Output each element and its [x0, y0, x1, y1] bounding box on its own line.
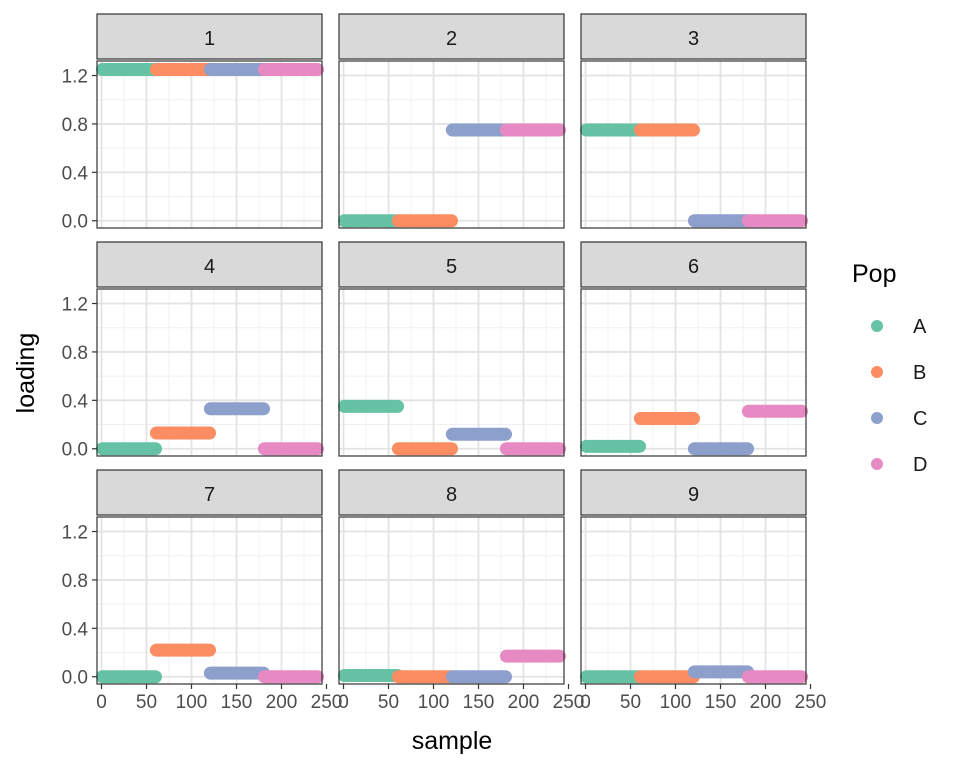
plot-background [339, 61, 564, 228]
panel-border [580, 516, 807, 685]
x-axis-label: sample [412, 727, 493, 755]
facet-strip-label: 7 [204, 484, 215, 506]
facet-strip [580, 469, 807, 516]
legend-label-C: C [913, 408, 927, 430]
y-tick-label: 0.4 [62, 391, 89, 412]
facet-panel-2: 2 [337, 13, 566, 229]
y-tick-label: 1.2 [62, 67, 88, 88]
y-tick-label: 0.0 [62, 668, 88, 689]
panel-border [96, 516, 323, 685]
panel-border [338, 516, 565, 685]
plot-background [581, 517, 806, 684]
gridlines [97, 61, 322, 228]
x-tick-label: 50 [136, 692, 157, 713]
y-tick-label: 0.4 [62, 619, 89, 640]
legend-key-D [871, 458, 883, 470]
facet-strip [580, 13, 807, 60]
panel-border [580, 60, 807, 229]
panel-border [338, 288, 565, 457]
x-tick-label: 150 [221, 692, 253, 713]
panel-border [96, 288, 323, 457]
facet-panel-4: 4 0.0 0.4 0.8 1.2 [62, 241, 324, 461]
x-tick-label: 250 [795, 692, 827, 713]
facet-strip [580, 241, 807, 288]
y-tick-label: 0.0 [62, 212, 88, 233]
facet-strip [96, 13, 323, 60]
facet-panel-7: 7 0.0 0.4 0.8 1.2 0 50 100 150 200 250 [62, 469, 343, 713]
y-tick-label: 1.2 [62, 523, 88, 544]
panel-border [338, 60, 565, 229]
x-tick-label: 0 [96, 692, 107, 713]
panel-border [96, 60, 323, 229]
legend-label-D: D [913, 454, 927, 476]
y-tick-label: 0.8 [62, 343, 88, 364]
x-tick-label: 200 [266, 692, 298, 713]
facet-strip-label: 4 [204, 256, 215, 278]
x-tick-label: 100 [418, 692, 450, 713]
gridlines [97, 517, 322, 684]
facet-strip [338, 241, 565, 288]
x-tick-label: 0 [580, 692, 591, 713]
x-tick-label: 200 [508, 692, 540, 713]
x-tick-label: 200 [750, 692, 782, 713]
facet-panel-1: 1 0.0 0.4 0.8 1.2 [62, 13, 324, 233]
x-tick-label: 150 [463, 692, 495, 713]
legend-title: Pop [852, 260, 896, 288]
legend-key-B [871, 366, 883, 378]
y-tick-label: 0.4 [62, 163, 89, 184]
facet-strip-label: 3 [688, 28, 699, 50]
facet-strip-label: 5 [446, 256, 457, 278]
x-tick-label: 100 [176, 692, 208, 713]
plot-background [97, 61, 322, 228]
facet-strip [338, 13, 565, 60]
facet-strip-label: 6 [688, 256, 699, 278]
x-tick-label: 0 [338, 692, 349, 713]
y-tick-label: 0.8 [62, 571, 88, 592]
plot-background [97, 517, 322, 684]
facet-panel-3: 3 [579, 13, 808, 229]
facet-panel-8: 8 0 50 100 150 200 250 [337, 469, 585, 713]
x-tick-label: 250 [311, 692, 343, 713]
x-tick-label: 250 [553, 692, 585, 713]
plot-background [581, 289, 806, 456]
y-tick-label: 1.2 [62, 295, 88, 316]
x-tick-label: 100 [660, 692, 692, 713]
facet-strip-label: 1 [204, 28, 215, 50]
facet-strip [96, 469, 323, 516]
facet-strip-label: 9 [688, 484, 699, 506]
panel-border [580, 288, 807, 457]
facet-panel-9: 9 0 50 100 150 200 250 [579, 469, 827, 713]
facet-strip-label: 2 [446, 28, 457, 50]
x-tick-label: 50 [378, 692, 399, 713]
legend-key-A [871, 320, 883, 332]
facet-strip [96, 241, 323, 288]
plot-background [581, 61, 806, 228]
facet-strip [338, 469, 565, 516]
legend-label-A: A [913, 316, 927, 338]
y-axis-label: loading [12, 333, 40, 414]
facet-strip-label: 8 [446, 484, 457, 506]
x-tick-label: 150 [705, 692, 737, 713]
facet-panel-5: 5 [337, 241, 566, 457]
y-tick-label: 0.0 [62, 440, 88, 461]
legend-key-C [871, 412, 883, 424]
y-tick-label: 0.8 [62, 115, 88, 136]
legend-label-B: B [913, 362, 926, 384]
x-tick-label: 50 [620, 692, 641, 713]
facet-panel-6: 6 [579, 241, 808, 457]
